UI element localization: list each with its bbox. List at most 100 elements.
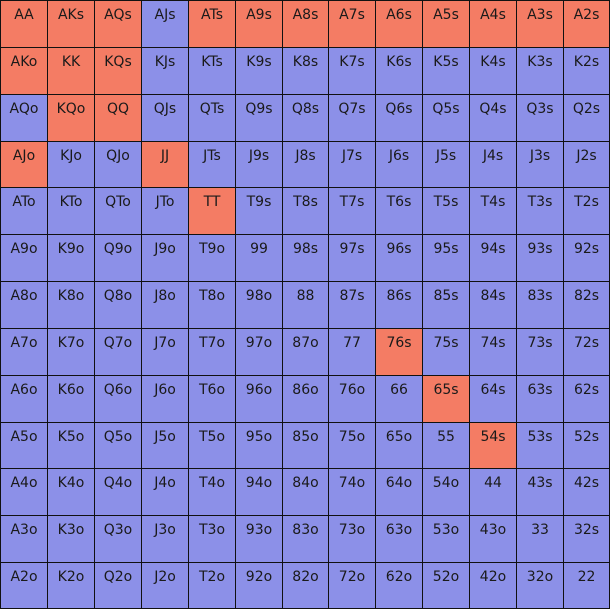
hand-cell[interactable]: 82o	[282, 562, 329, 609]
hand-cell[interactable]: J4s	[469, 141, 517, 188]
hand-cell[interactable]: A8s	[282, 0, 329, 48]
hand-cell[interactable]: 42o	[469, 562, 517, 609]
hand-cell[interactable]: 53s	[516, 422, 564, 469]
hand-cell[interactable]: T2o	[188, 562, 236, 609]
hand-cell[interactable]: 52o	[422, 562, 470, 609]
hand-cell[interactable]: Q8s	[282, 94, 329, 142]
hand-cell[interactable]: Q3o	[94, 515, 142, 563]
hand-cell[interactable]: 54s	[469, 422, 517, 469]
hand-cell[interactable]: Q7s	[328, 94, 376, 142]
hand-cell[interactable]: 66	[375, 375, 423, 423]
hand-cell[interactable]: A6o	[0, 375, 48, 423]
hand-cell[interactable]: T3o	[188, 515, 236, 563]
hand-cell[interactable]: 54o	[422, 468, 470, 516]
hand-cell[interactable]: J3o	[141, 515, 189, 563]
hand-cell[interactable]: T4o	[188, 468, 236, 516]
hand-cell[interactable]: A9o	[0, 234, 48, 282]
hand-cell[interactable]: 92s	[563, 234, 610, 282]
hand-cell[interactable]: 86s	[375, 281, 423, 329]
hand-cell[interactable]: 42s	[563, 468, 610, 516]
hand-cell[interactable]: T7s	[328, 187, 376, 235]
hand-cell[interactable]: 85s	[422, 281, 470, 329]
hand-cell[interactable]: 55	[422, 422, 470, 469]
hand-cell[interactable]: 73s	[516, 328, 564, 376]
hand-cell[interactable]: K8o	[47, 281, 95, 329]
hand-cell[interactable]: Q3s	[516, 94, 564, 142]
hand-cell[interactable]: 43o	[469, 515, 517, 563]
hand-cell[interactable]: A5s	[422, 0, 470, 48]
hand-cell[interactable]: A3s	[516, 0, 564, 48]
hand-cell[interactable]: 65o	[375, 422, 423, 469]
hand-cell[interactable]: Q5s	[422, 94, 470, 142]
hand-cell[interactable]: Q4o	[94, 468, 142, 516]
hand-cell[interactable]: K6o	[47, 375, 95, 423]
hand-cell[interactable]: J9o	[141, 234, 189, 282]
hand-cell[interactable]: 76o	[328, 375, 376, 423]
hand-cell[interactable]: Q2o	[94, 562, 142, 609]
hand-cell[interactable]: 95s	[422, 234, 470, 282]
hand-cell[interactable]: TT	[188, 187, 236, 235]
hand-cell[interactable]: 98o	[235, 281, 283, 329]
hand-cell[interactable]: 88	[282, 281, 329, 329]
hand-cell[interactable]: J8o	[141, 281, 189, 329]
hand-cell[interactable]: J4o	[141, 468, 189, 516]
hand-cell[interactable]: 92o	[235, 562, 283, 609]
hand-cell[interactable]: J6s	[375, 141, 423, 188]
hand-cell[interactable]: AKs	[47, 0, 95, 48]
hand-cell[interactable]: T8o	[188, 281, 236, 329]
hand-cell[interactable]: A2s	[563, 0, 610, 48]
hand-cell[interactable]: 84o	[282, 468, 329, 516]
hand-cell[interactable]: T6o	[188, 375, 236, 423]
hand-cell[interactable]: J7s	[328, 141, 376, 188]
hand-cell[interactable]: K3s	[516, 47, 564, 95]
hand-cell[interactable]: KTs	[188, 47, 236, 95]
hand-cell[interactable]: 65s	[422, 375, 470, 423]
hand-cell[interactable]: QJo	[94, 141, 142, 188]
hand-cell[interactable]: T3s	[516, 187, 564, 235]
hand-cell[interactable]: 75o	[328, 422, 376, 469]
hand-cell[interactable]: AA	[0, 0, 48, 48]
hand-cell[interactable]: A8o	[0, 281, 48, 329]
hand-cell[interactable]: K4o	[47, 468, 95, 516]
hand-cell[interactable]: T4s	[469, 187, 517, 235]
hand-cell[interactable]: K7o	[47, 328, 95, 376]
hand-cell[interactable]: 87s	[328, 281, 376, 329]
hand-cell[interactable]: 83s	[516, 281, 564, 329]
hand-cell[interactable]: AQs	[94, 0, 142, 48]
hand-cell[interactable]: Q6o	[94, 375, 142, 423]
hand-cell[interactable]: ATo	[0, 187, 48, 235]
hand-cell[interactable]: 72s	[563, 328, 610, 376]
hand-cell[interactable]: 53o	[422, 515, 470, 563]
hand-cell[interactable]: 44	[469, 468, 517, 516]
hand-cell[interactable]: 97s	[328, 234, 376, 282]
hand-cell[interactable]: JJ	[141, 141, 189, 188]
hand-cell[interactable]: 77	[328, 328, 376, 376]
hand-cell[interactable]: J6o	[141, 375, 189, 423]
hand-cell[interactable]: A9s	[235, 0, 283, 48]
hand-cell[interactable]: KQo	[47, 94, 95, 142]
hand-cell[interactable]: J9s	[235, 141, 283, 188]
hand-cell[interactable]: K2o	[47, 562, 95, 609]
hand-cell[interactable]: 74s	[469, 328, 517, 376]
hand-cell[interactable]: A7o	[0, 328, 48, 376]
hand-cell[interactable]: 98s	[282, 234, 329, 282]
hand-cell[interactable]: JTs	[188, 141, 236, 188]
hand-cell[interactable]: K3o	[47, 515, 95, 563]
hand-cell[interactable]: 94s	[469, 234, 517, 282]
hand-cell[interactable]: K5s	[422, 47, 470, 95]
hand-cell[interactable]: A7s	[328, 0, 376, 48]
hand-cell[interactable]: T9o	[188, 234, 236, 282]
hand-cell[interactable]: K2s	[563, 47, 610, 95]
hand-cell[interactable]: 96s	[375, 234, 423, 282]
hand-cell[interactable]: Q8o	[94, 281, 142, 329]
hand-cell[interactable]: T2s	[563, 187, 610, 235]
hand-cell[interactable]: ATs	[188, 0, 236, 48]
hand-cell[interactable]: AQo	[0, 94, 48, 142]
hand-cell[interactable]: K9s	[235, 47, 283, 95]
hand-cell[interactable]: 83o	[282, 515, 329, 563]
hand-cell[interactable]: 99	[235, 234, 283, 282]
hand-cell[interactable]: Q4s	[469, 94, 517, 142]
hand-cell[interactable]: Q9s	[235, 94, 283, 142]
hand-cell[interactable]: 93s	[516, 234, 564, 282]
hand-cell[interactable]: Q6s	[375, 94, 423, 142]
